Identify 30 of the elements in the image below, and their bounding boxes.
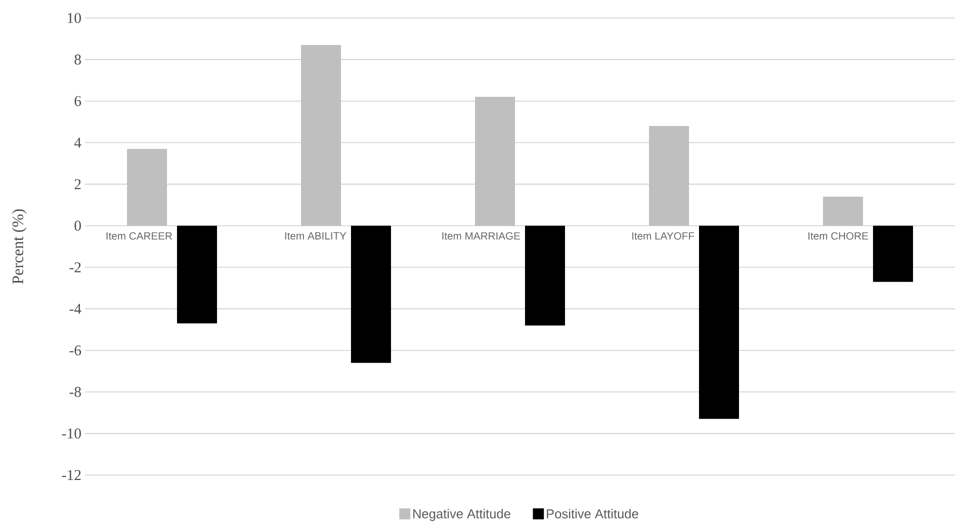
legend-label: Positive Attitude (546, 508, 638, 518)
x-tick-label: Item CHORE (808, 232, 868, 240)
y-tick-label: 8 (74, 54, 81, 65)
bar (649, 126, 690, 226)
legend-label: Negative Attitude (413, 508, 510, 521)
bar (525, 226, 566, 326)
y-tick-label: 4 (74, 138, 82, 148)
bar (475, 96, 516, 226)
x-tick-label: Item CAREER (106, 232, 172, 240)
y-tick-label: -10 (62, 428, 81, 438)
x-tick-label: Item LAYOFF (632, 232, 694, 240)
y-tick-label: 10 (68, 12, 81, 24)
y-tick-label: 6 (74, 96, 82, 106)
bar (127, 148, 167, 226)
x-tick-label: Item ABILITY (285, 232, 346, 240)
bar (351, 226, 392, 363)
y-axis-title: Percent (%) (12, 209, 26, 284)
bar (177, 226, 217, 324)
x-tick-label: Item MARRIAGE (442, 232, 520, 240)
bar (873, 226, 914, 282)
y-tick-label: -6 (70, 345, 82, 356)
y-tick-label: -12 (62, 470, 81, 480)
y-tick-label: -8 (70, 386, 81, 397)
bar (823, 196, 864, 226)
y-tick-label: -2 (70, 262, 81, 272)
y-tick-label: 0 (74, 220, 81, 231)
y-tick-label: -4 (70, 304, 82, 314)
bar (699, 226, 740, 419)
y-tick-label: 2 (74, 179, 81, 190)
bar (301, 45, 341, 226)
